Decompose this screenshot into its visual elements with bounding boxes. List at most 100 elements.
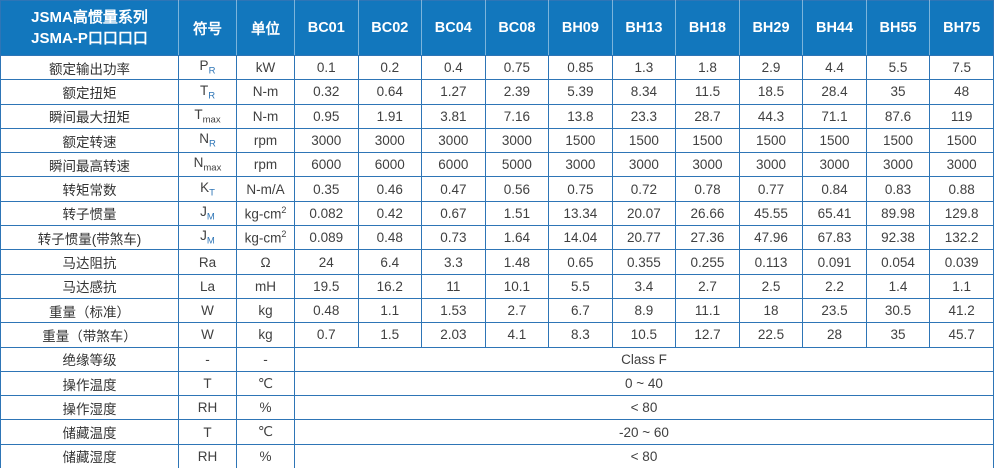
value-cell: 2.5 [738, 273, 804, 299]
value-cell: 0.73 [421, 225, 486, 251]
unit-cell: N-m [236, 103, 295, 129]
value-cell: 0.67 [421, 200, 486, 227]
value-cell: 0.65 [548, 249, 613, 275]
value-cell: 0.113 [738, 249, 804, 275]
value-cell: 1.27 [421, 79, 486, 105]
value-cell: 89.98 [865, 200, 931, 227]
value-cell: 1.91 [357, 103, 423, 129]
symbol-cell: JM [178, 200, 237, 227]
value-cell: 28 [802, 322, 867, 348]
symbol-cell: W [178, 297, 237, 324]
value-cell: 0.77 [738, 176, 804, 202]
value-cell: 0.95 [294, 103, 359, 129]
symbol-cell: NR [178, 127, 237, 154]
value-cell: 3000 [675, 152, 740, 178]
value-cell: 132.2 [929, 225, 994, 251]
table-body: 额定输出功率 PR kW 0.1 0.2 0.4 0.75 0.85 1.3 1.8 2.9 4.4 5… [0, 54, 994, 468]
unit-cell: N-m [236, 79, 295, 105]
model-header: BH18 [675, 0, 740, 56]
value-cell: 3000 [865, 152, 931, 178]
value-cell: 1500 [738, 127, 804, 154]
value-cell: 7.16 [484, 103, 550, 129]
value-cell: 0.2 [357, 54, 423, 81]
symbol-main: P [199, 58, 209, 74]
value-cell: 3.81 [421, 103, 486, 129]
row-label: 转子惯量(带煞车) [0, 225, 179, 251]
value-cell: 0.84 [802, 176, 867, 202]
model-header: BH09 [548, 0, 613, 56]
spec-row: 转子惯量 JM kg-cm2 0.082 0.42 0.67 1.51 13.34 20.07 2… [0, 200, 994, 227]
symbol-main: Ra [198, 254, 217, 270]
unit-cell: Ω [236, 249, 295, 275]
row-label: 储藏湿度 [0, 443, 179, 468]
value-cell: 35 [865, 79, 931, 105]
row-label: 重量（标准） [0, 297, 179, 324]
model-header: BC04 [421, 0, 486, 56]
value-cell: 5000 [484, 152, 550, 178]
symbol-cell: La [178, 273, 237, 299]
symbol-cell: T [178, 370, 237, 397]
value-cell: 1.5 [357, 322, 423, 348]
value-cell: 6000 [421, 152, 486, 178]
value-cell: 16.2 [357, 273, 423, 299]
row-label: 额定转速 [0, 127, 179, 154]
value-cell: 0.85 [548, 54, 613, 81]
value-cell: 2.03 [421, 322, 486, 348]
symbol-cell: RH [178, 395, 237, 421]
value-cell: 4.4 [802, 54, 867, 81]
env-value-cell: 0 ~ 40 [294, 370, 994, 397]
value-cell: 0.42 [357, 200, 423, 227]
symbol-cell: Nmax [178, 152, 237, 178]
symbol-subscript: R [208, 65, 216, 77]
symbol-cell: - [178, 346, 237, 372]
value-cell: 92.38 [865, 225, 931, 251]
symbol-cell: PR [178, 54, 237, 81]
model-header: BC02 [357, 0, 423, 56]
unit-text: kg-cm [244, 230, 282, 246]
value-cell: 13.34 [548, 200, 613, 227]
symbol-cell: RH [178, 443, 237, 468]
value-cell: 3000 [357, 127, 423, 154]
unit-text: Ω [260, 254, 271, 270]
unit-cell: N-m/A [236, 176, 295, 202]
value-cell: 129.8 [929, 200, 994, 227]
value-cell: 67.83 [802, 225, 867, 251]
value-cell: 8.9 [611, 297, 677, 324]
symbol-main: W [201, 303, 214, 319]
value-cell: 23.5 [802, 297, 867, 324]
value-cell: 24 [294, 249, 359, 275]
value-cell: 1.4 [865, 273, 931, 299]
unit-cell: kg-cm2 [236, 225, 295, 251]
spec-row: 额定转速 NR rpm 3000 3000 3000 3000 1500 1500 1500 150… [0, 127, 994, 154]
value-cell: 3000 [548, 152, 613, 178]
unit-cell: kW [236, 54, 295, 81]
symbol-cell: TR [178, 79, 237, 105]
row-label: 瞬间最大扭矩 [0, 103, 179, 129]
header-row: JSMA高惯量系列 JSMA-P口口口口 符号 单位 BC01 BC02 BC04 BC08 B… [0, 0, 994, 56]
value-cell: 2.39 [484, 79, 550, 105]
value-cell: 0.56 [484, 176, 550, 202]
model-header: BC01 [294, 0, 359, 56]
value-cell: 1500 [611, 127, 677, 154]
row-label: 转子惯量 [0, 200, 179, 227]
unit-text: mH [255, 278, 276, 294]
unit-superscript: 2 [281, 229, 287, 240]
unit-cell: kg [236, 297, 295, 324]
value-cell: 3.3 [421, 249, 486, 275]
value-cell: 1.53 [421, 297, 486, 324]
value-cell: 71.1 [802, 103, 867, 129]
unit-text: kg-cm [244, 206, 282, 222]
value-cell: 11.1 [675, 297, 740, 324]
value-cell: 12.7 [675, 322, 740, 348]
unit-text: kg [258, 303, 273, 319]
symbol-main: N [193, 155, 204, 171]
value-cell: 5.39 [548, 79, 613, 105]
value-cell: 6.7 [548, 297, 613, 324]
value-cell: 0.88 [929, 176, 994, 202]
value-cell: 0.46 [357, 176, 423, 202]
value-cell: 3000 [484, 127, 550, 154]
symbol-main: W [201, 327, 214, 343]
value-cell: 1.1 [357, 297, 423, 324]
